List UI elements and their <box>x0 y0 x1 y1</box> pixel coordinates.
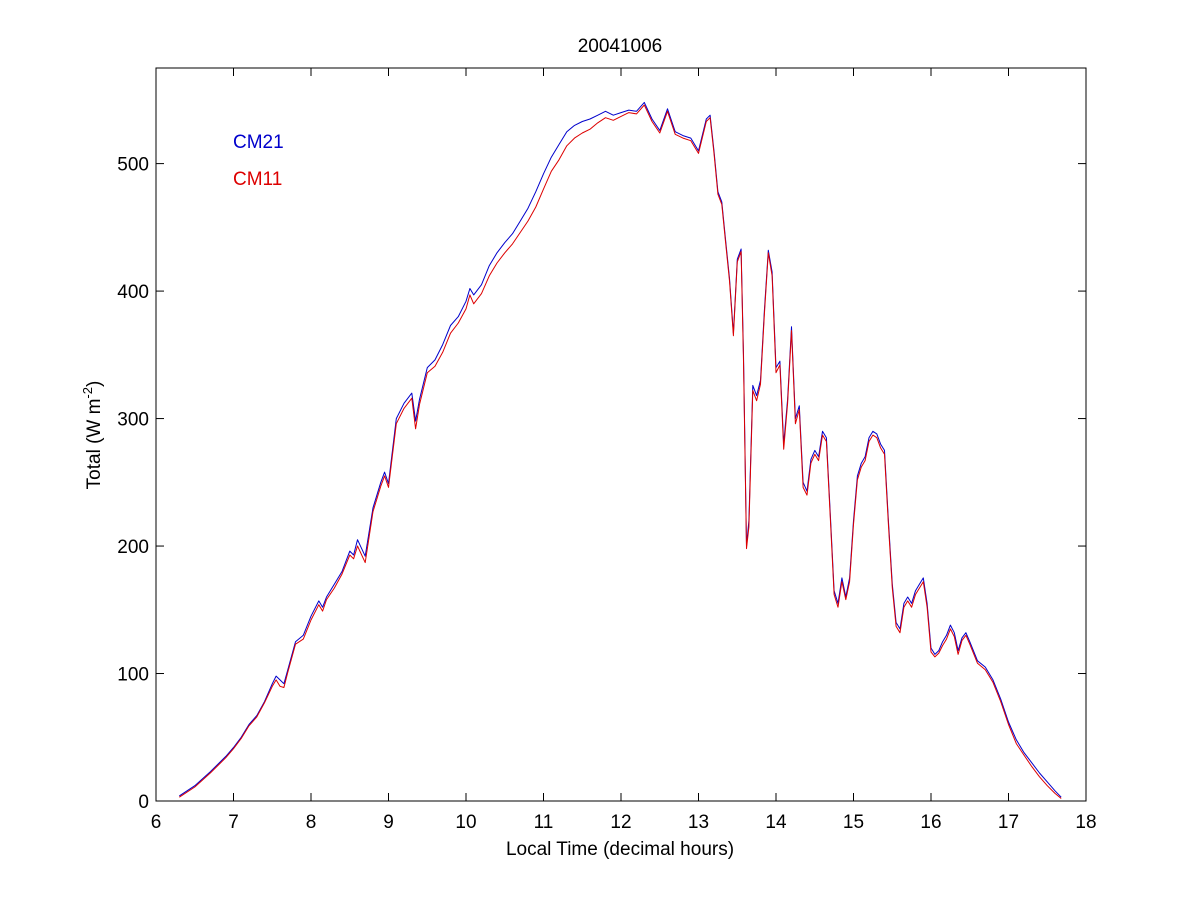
y-axis-label-close: ) <box>84 381 105 387</box>
x-tick-label: 17 <box>998 812 1019 833</box>
legend-entry-cm11: CM11 <box>233 169 282 190</box>
series-layer <box>179 101 1062 799</box>
y-axis: 0 100 200 300 400 500 <box>117 155 1086 813</box>
y-tick-label: 400 <box>117 282 149 303</box>
y-tick-label: 0 <box>138 792 149 813</box>
x-axis: 6 7 8 9 10 11 12 13 14 15 16 17 18 <box>151 68 1097 833</box>
series-line-cm11 <box>179 104 1062 799</box>
x-tick-label: 6 <box>151 812 162 833</box>
y-tick-label: 200 <box>117 537 149 558</box>
x-tick-label: 18 <box>1075 812 1096 833</box>
x-tick-label: 7 <box>228 812 239 833</box>
x-axis-label: Local Time (decimal hours) <box>506 839 734 860</box>
x-tick-label: 11 <box>534 812 554 833</box>
chart-title: 20041006 <box>578 36 663 57</box>
y-tick-label: 100 <box>117 665 149 686</box>
x-tick-label: 15 <box>843 812 864 833</box>
x-tick-label: 9 <box>383 812 394 833</box>
x-tick-label: 16 <box>920 812 941 833</box>
x-tick-label: 12 <box>610 812 631 833</box>
y-axis-label-superscript: -2 <box>80 387 95 399</box>
legend: CM21 CM11 <box>233 132 284 190</box>
legend-entry-cm21: CM21 <box>233 132 284 153</box>
x-tick-label: 10 <box>455 812 476 833</box>
y-axis-label: Total (W m-2) <box>80 381 105 490</box>
x-tick-label: 13 <box>688 812 709 833</box>
y-tick-label: 300 <box>117 410 149 431</box>
x-tick-label: 8 <box>306 812 317 833</box>
x-tick-label: 14 <box>765 812 787 833</box>
y-tick-label: 500 <box>117 155 149 176</box>
y-axis-label-main: Total (W m <box>84 399 105 490</box>
